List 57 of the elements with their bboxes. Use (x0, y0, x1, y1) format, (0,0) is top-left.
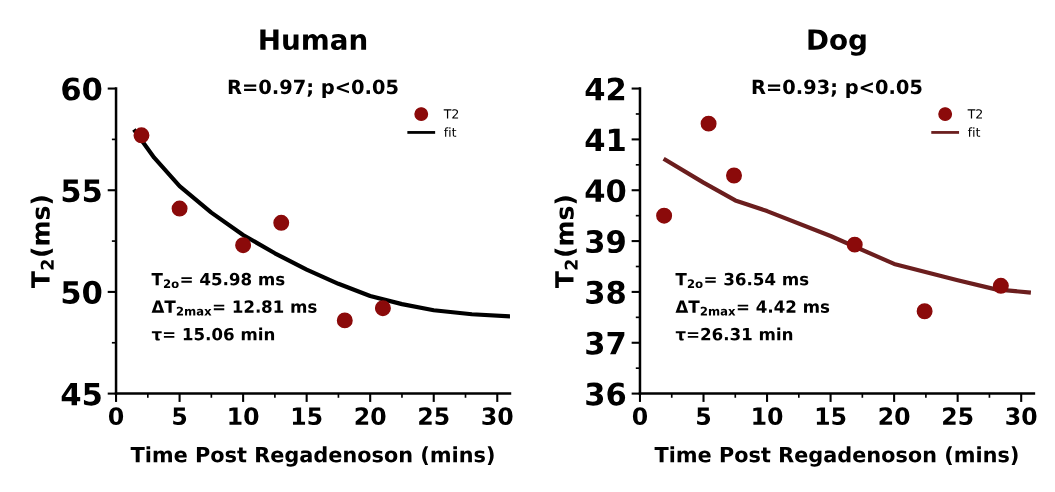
annotation: R=0.97; p<0.05 (228, 79, 398, 98)
annotation: T$_{2o}$= 36.54 ms (675, 272, 809, 289)
point (846, 236, 863, 253)
x-tick-label: 20 (879, 407, 910, 426)
x-tick-label: 25 (943, 407, 973, 426)
annotation: τ=26.31 min (675, 327, 793, 341)
annotation: ΔT$_{2max}$= 4.42 ms (675, 300, 830, 316)
x-tick-label: 0 (108, 407, 124, 426)
annotation: T$_{2o}$= 45.98 ms (151, 272, 285, 289)
line-series (133, 129, 510, 319)
y-tick-label: 41 (585, 128, 625, 152)
point (700, 115, 717, 132)
point (171, 200, 188, 217)
x-tick-label: 25 (419, 407, 449, 426)
y-tick-label: 36 (586, 382, 626, 406)
y-tick-label: 60 (62, 77, 102, 101)
y-tick-label: 39 (586, 230, 625, 254)
legend-label: fit (444, 127, 457, 137)
legend-label: fit (967, 127, 981, 137)
x-axis-title: Time Post Regadenoson (mins) (654, 446, 1018, 467)
y-tick-label: 38 (586, 280, 625, 304)
point (992, 277, 1009, 294)
chart-title: Human (260, 29, 367, 51)
x-tick-label: 30 (1006, 407, 1037, 426)
line-series (663, 157, 1031, 295)
point (273, 214, 290, 231)
point (235, 237, 252, 254)
chart-title: Dog (808, 29, 866, 56)
point (916, 303, 933, 320)
y-tick-label: 45 (61, 382, 101, 406)
y-tick-label: 42 (585, 77, 625, 101)
y-tick-label: 40 (585, 179, 626, 203)
annotation: ΔT$_{2max}$= 12.81 ms (151, 300, 317, 316)
y-tick-label: 55 (62, 179, 101, 203)
x-tick-label: 0 (632, 407, 648, 426)
y-tick-label: 37 (586, 331, 625, 355)
x-tick-label: 10 (753, 407, 783, 426)
x-tick-label: 30 (482, 407, 513, 426)
annotation: τ= 15.06 min (151, 327, 275, 341)
legend-label: T2 (443, 109, 459, 119)
x-axis-title: Time Post Regadenoson (mins) (130, 446, 494, 467)
point (656, 207, 673, 224)
y-tick-label: 50 (62, 280, 102, 304)
x-tick-label: 5 (173, 407, 187, 426)
x-tick-label: 15 (816, 407, 846, 426)
annotation: R=0.93; p<0.05 (752, 79, 922, 98)
x-tick-label: 10 (229, 407, 259, 426)
y-axis-title: T$_{2}$(ms) (554, 196, 578, 288)
point (726, 167, 742, 184)
point (374, 300, 391, 317)
y-axis-title: T$_{2}$(ms) (30, 196, 54, 288)
point (133, 127, 150, 144)
x-tick-label: 20 (355, 407, 386, 426)
point (336, 312, 353, 329)
x-tick-label: 15 (292, 407, 322, 426)
x-tick-label: 5 (697, 407, 711, 426)
legend-label: T2 (967, 109, 983, 119)
